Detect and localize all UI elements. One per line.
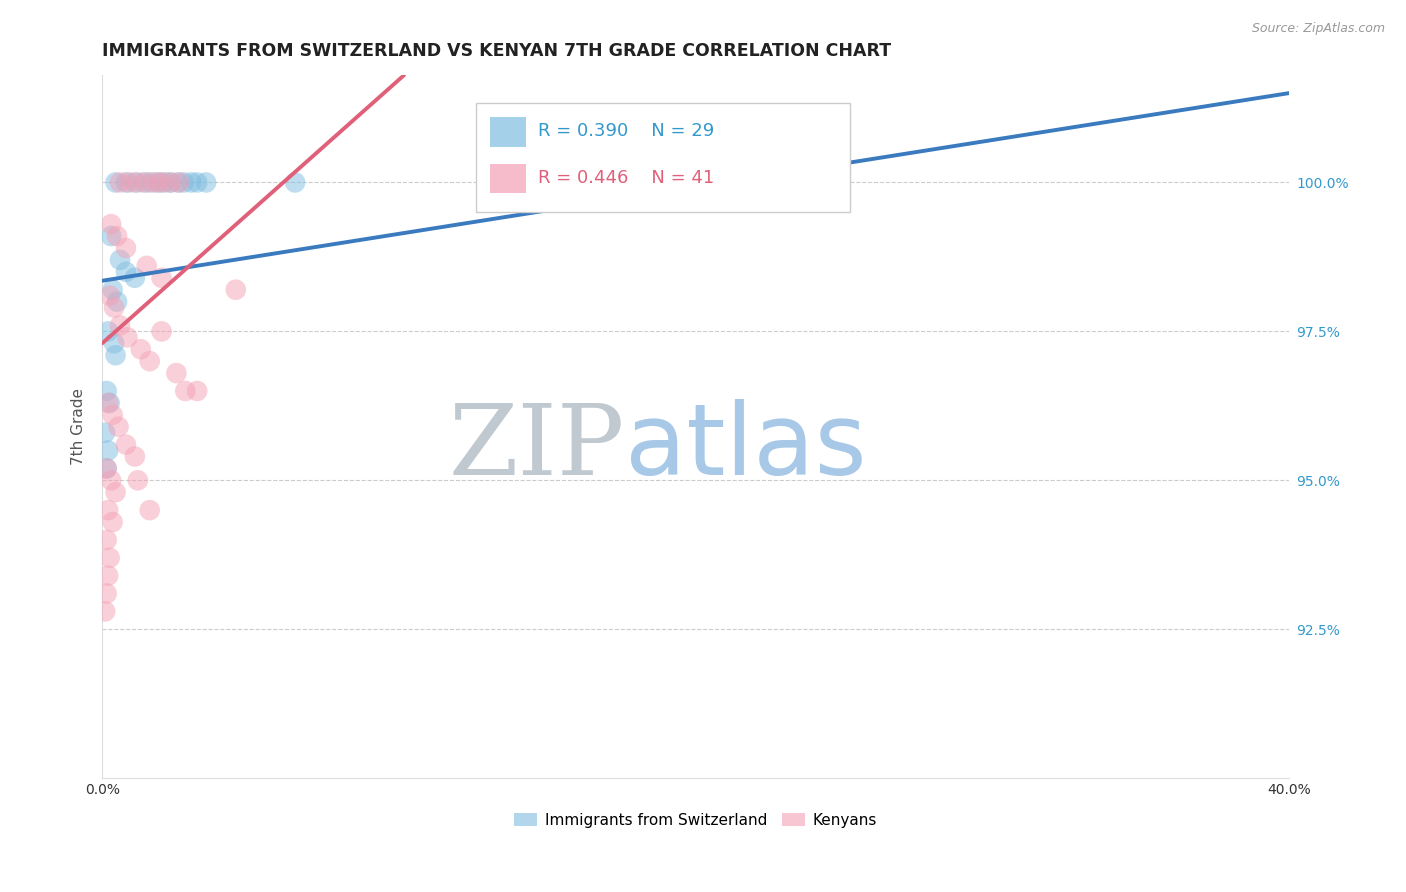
- Point: [103, 336, 125, 351]
- Point: [153, 176, 176, 190]
- Point: [174, 384, 197, 398]
- Point: [97, 443, 120, 458]
- Point: [108, 252, 131, 267]
- Point: [135, 259, 157, 273]
- Point: [195, 176, 218, 190]
- Point: [167, 176, 190, 190]
- Point: [97, 503, 120, 517]
- Point: [159, 176, 181, 190]
- Point: [108, 176, 131, 190]
- Text: R = 0.390    N = 29: R = 0.390 N = 29: [538, 122, 714, 140]
- Point: [610, 176, 633, 190]
- Point: [129, 343, 152, 357]
- Point: [135, 176, 157, 190]
- Point: [94, 425, 117, 440]
- Point: [150, 270, 173, 285]
- Point: [180, 176, 202, 190]
- Point: [96, 461, 118, 475]
- Point: [100, 217, 122, 231]
- Point: [96, 461, 118, 475]
- Point: [97, 325, 120, 339]
- Text: IMMIGRANTS FROM SWITZERLAND VS KENYAN 7TH GRADE CORRELATION CHART: IMMIGRANTS FROM SWITZERLAND VS KENYAN 7T…: [103, 42, 891, 60]
- Point: [148, 176, 170, 190]
- Point: [98, 396, 121, 410]
- FancyBboxPatch shape: [491, 118, 526, 147]
- Point: [159, 176, 181, 190]
- Point: [127, 473, 149, 487]
- Text: atlas: atlas: [624, 400, 866, 496]
- Point: [104, 485, 127, 500]
- Point: [94, 604, 117, 618]
- Point: [101, 515, 124, 529]
- Point: [127, 176, 149, 190]
- FancyBboxPatch shape: [491, 164, 526, 194]
- Point: [150, 325, 173, 339]
- Point: [103, 301, 125, 315]
- Point: [186, 384, 208, 398]
- Point: [173, 176, 195, 190]
- Text: ZIP: ZIP: [449, 400, 624, 496]
- Point: [96, 533, 118, 547]
- Point: [169, 176, 191, 190]
- Point: [132, 176, 155, 190]
- Point: [100, 229, 122, 244]
- Point: [107, 419, 129, 434]
- Text: R = 0.446    N = 41: R = 0.446 N = 41: [538, 169, 714, 186]
- Text: Source: ZipAtlas.com: Source: ZipAtlas.com: [1251, 22, 1385, 36]
- Point: [117, 330, 139, 344]
- Point: [145, 176, 167, 190]
- Point: [97, 568, 120, 582]
- Point: [108, 318, 131, 333]
- Point: [225, 283, 247, 297]
- Point: [124, 176, 146, 190]
- Point: [105, 229, 128, 244]
- Point: [141, 176, 163, 190]
- Point: [96, 384, 118, 398]
- Point: [104, 348, 127, 362]
- Point: [115, 241, 138, 255]
- Point: [100, 473, 122, 487]
- Y-axis label: 7th Grade: 7th Grade: [72, 388, 86, 466]
- Point: [118, 176, 141, 190]
- Point: [138, 503, 160, 517]
- Point: [96, 586, 118, 600]
- Point: [98, 550, 121, 565]
- Point: [124, 450, 146, 464]
- Point: [186, 176, 208, 190]
- Point: [115, 176, 138, 190]
- Point: [124, 270, 146, 285]
- Point: [138, 354, 160, 368]
- Point: [105, 294, 128, 309]
- Point: [284, 176, 307, 190]
- Point: [104, 176, 127, 190]
- Point: [97, 396, 120, 410]
- Point: [150, 176, 173, 190]
- FancyBboxPatch shape: [477, 103, 851, 212]
- Point: [101, 283, 124, 297]
- Legend: Immigrants from Switzerland, Kenyans: Immigrants from Switzerland, Kenyans: [508, 806, 883, 834]
- Point: [115, 265, 138, 279]
- Point: [101, 408, 124, 422]
- Point: [115, 437, 138, 451]
- Point: [98, 288, 121, 302]
- Point: [165, 366, 187, 380]
